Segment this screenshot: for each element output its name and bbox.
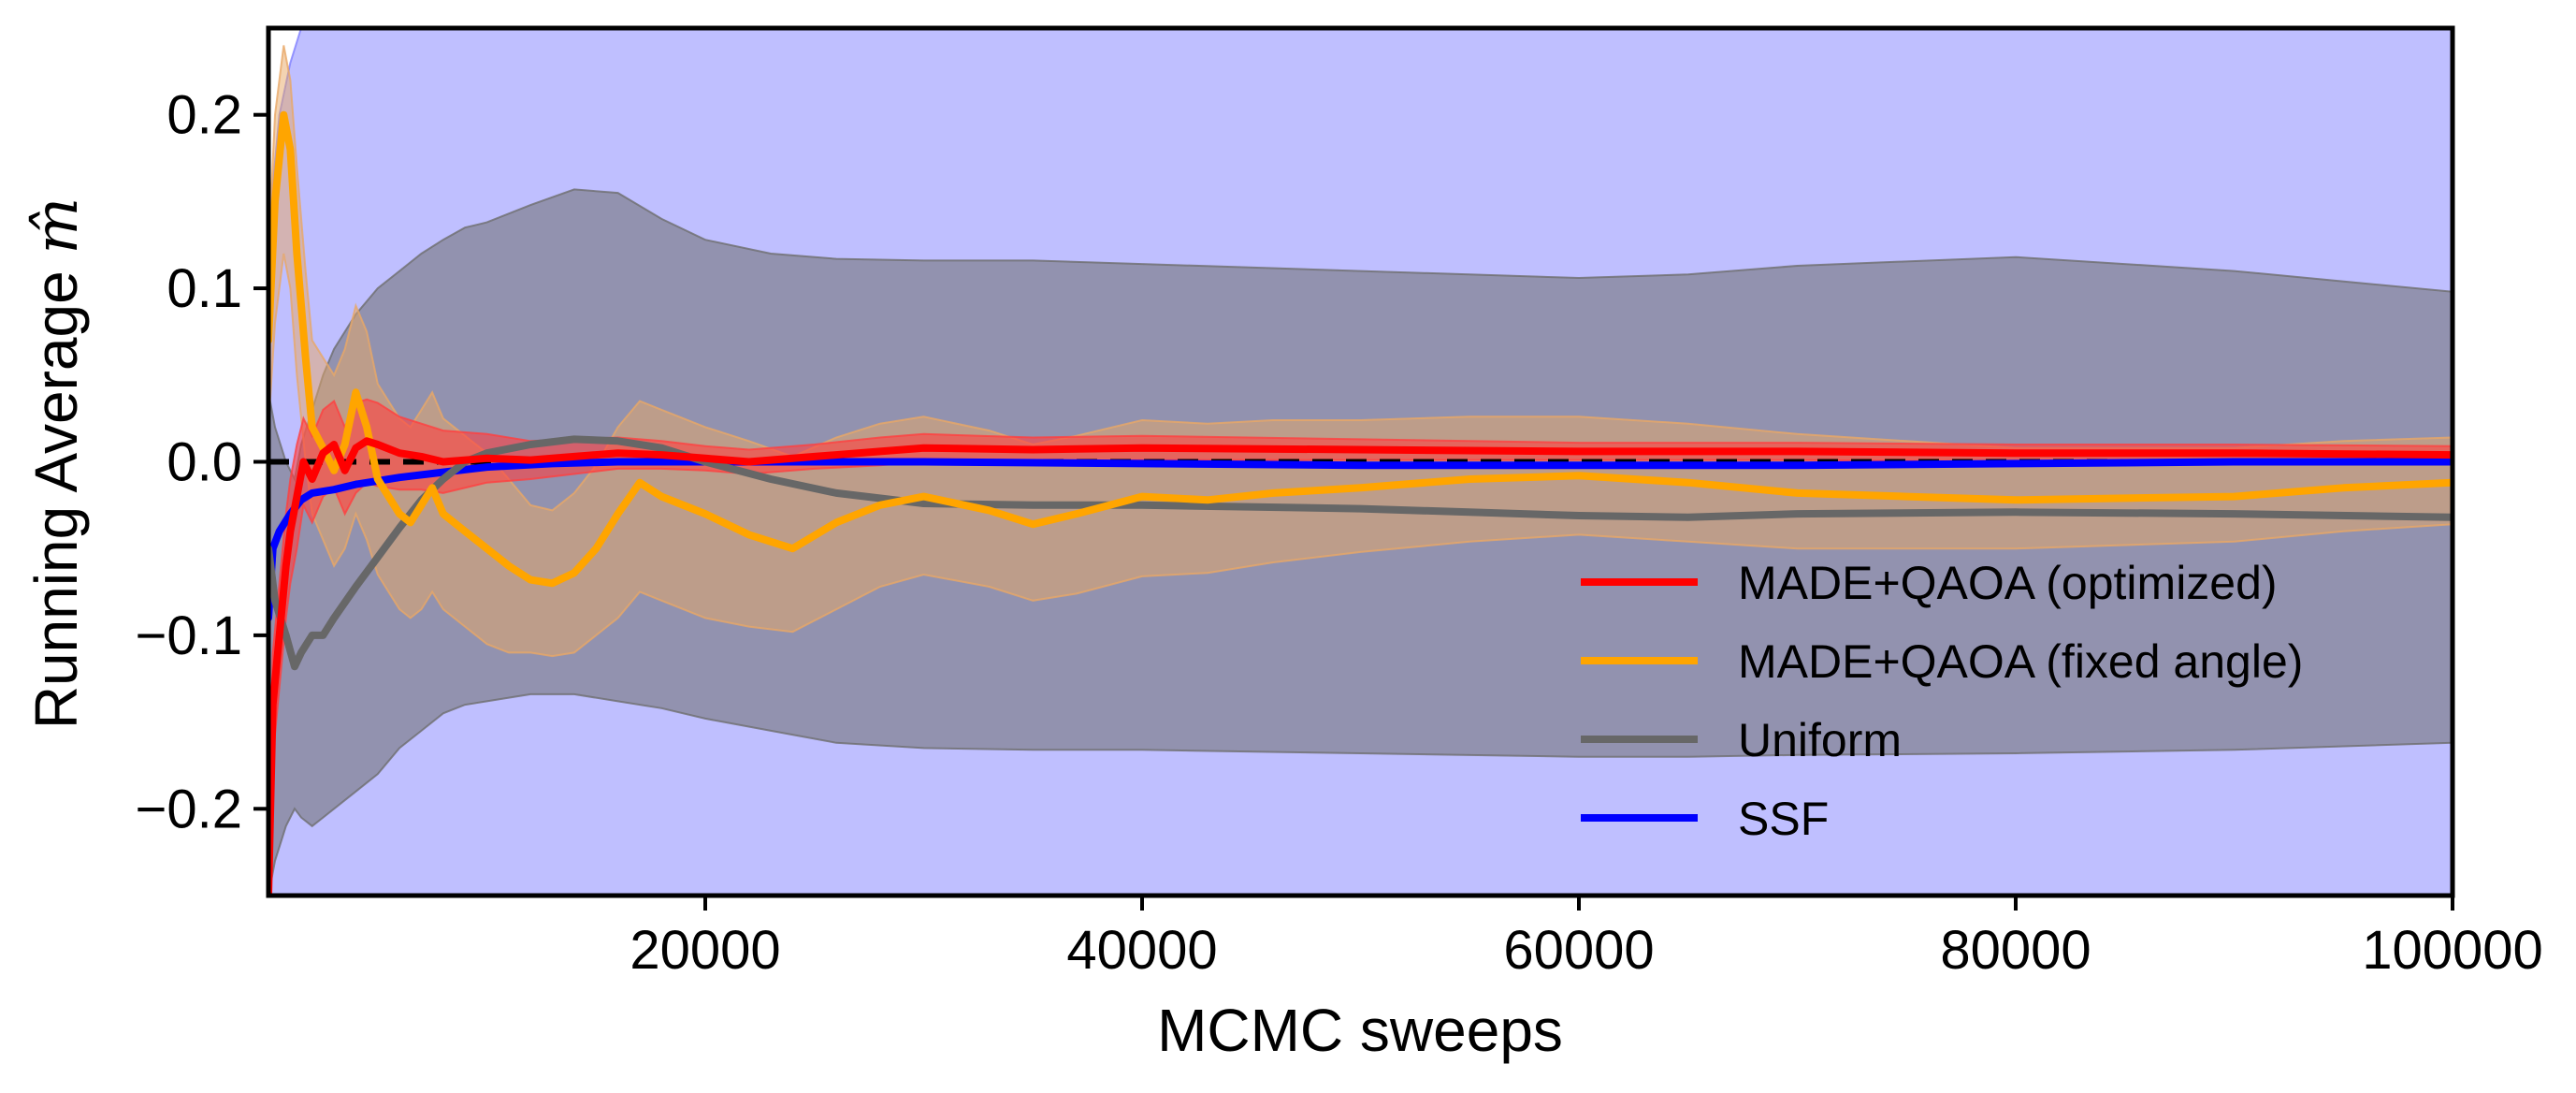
line-uniform xyxy=(268,435,2453,671)
y-tick-label: 0.1 xyxy=(166,258,242,319)
legend-label: MADE+QAOA (optimized) xyxy=(1738,557,2278,609)
legend-item-made-qaoa-fixed-angle: MADE+QAOA (fixed angle) xyxy=(1581,635,2303,688)
x-tick-label: 60000 xyxy=(1503,920,1654,981)
y-tick-label: 0.2 xyxy=(166,85,242,146)
x-axis-label: MCMC sweeps xyxy=(1157,997,1563,1064)
legend-item-ssf: SSF xyxy=(1581,793,1829,845)
y-axis-label: Running Average m̂ xyxy=(22,197,92,729)
y-tick-label: −0.2 xyxy=(136,779,243,839)
legend: MADE+QAOA (optimized) MADE+QAOA (fixed an… xyxy=(1581,557,2303,845)
y-axis-ticks: −0.2 −0.1 0.0 0.1 0.2 xyxy=(136,85,268,839)
x-tick-label: 40000 xyxy=(1066,920,1217,981)
x-tick-label: 100000 xyxy=(2362,920,2543,981)
band-made-qaoa-fixed-angle xyxy=(268,45,2453,658)
band-made-qaoa-optimized xyxy=(268,398,2453,896)
x-tick-label: 80000 xyxy=(1940,920,2091,981)
legend-label: Uniform xyxy=(1738,714,1902,766)
x-axis-ticks: 20000 40000 60000 80000 100000 xyxy=(630,896,2543,981)
y-axis-label-symbol: m̂ xyxy=(22,197,92,255)
legend-item-uniform: Uniform xyxy=(1581,714,1902,766)
x-tick-label: 20000 xyxy=(630,920,780,981)
legend-label: MADE+QAOA (fixed angle) xyxy=(1738,635,2303,688)
legend-label: SSF xyxy=(1738,793,1829,845)
legend-item-made-qaoa-optimized: MADE+QAOA (optimized) xyxy=(1581,557,2278,609)
series-lines xyxy=(268,110,2453,896)
y-axis-label-text: Running Average xyxy=(22,255,90,730)
line-made-qaoa-optimized xyxy=(268,437,2453,896)
y-tick-label: −0.1 xyxy=(136,605,243,666)
y-tick-label: 0.0 xyxy=(166,432,242,493)
